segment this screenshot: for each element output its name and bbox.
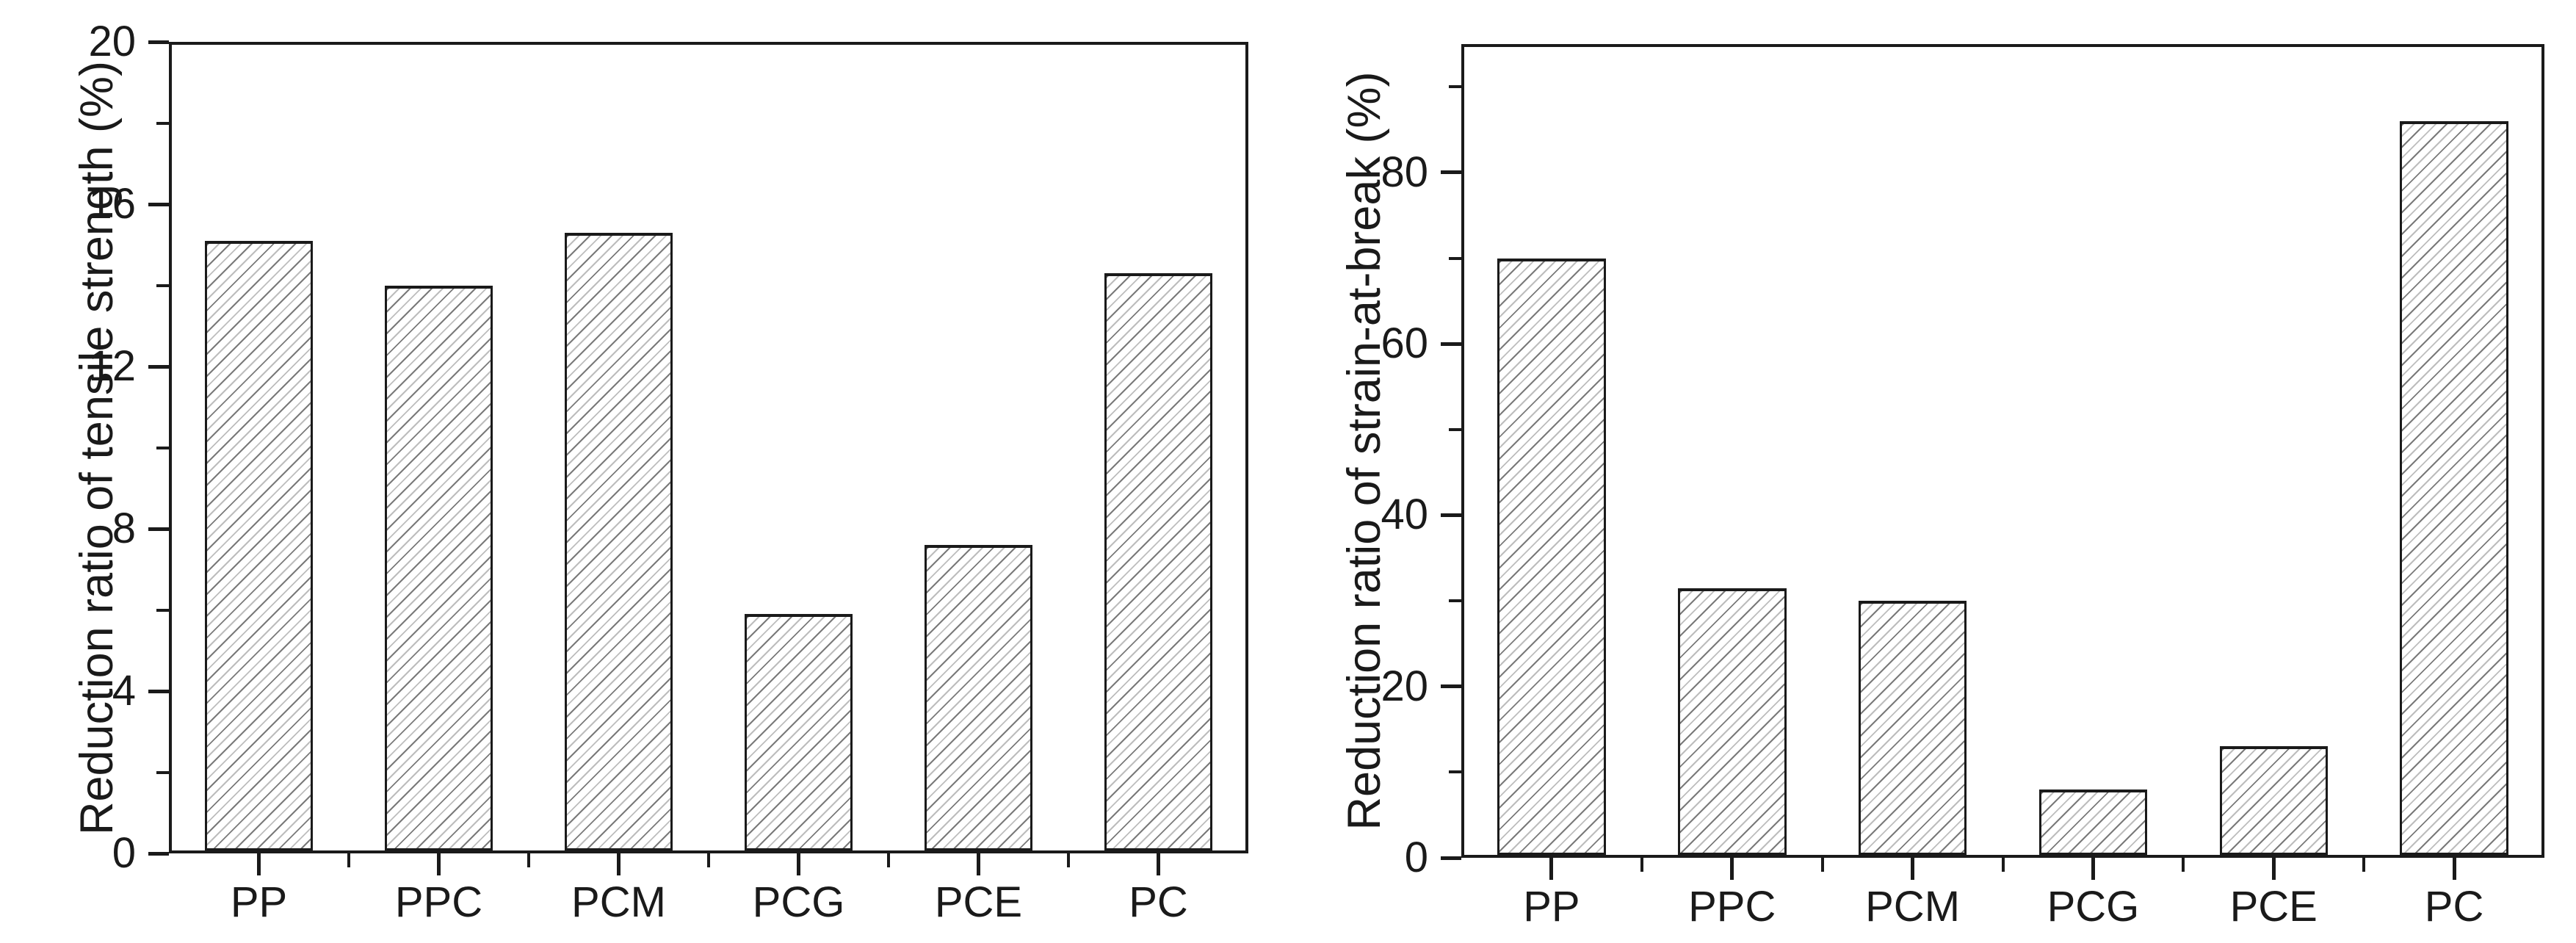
y-minor-tick — [1449, 85, 1461, 89]
x-major-tick — [1549, 858, 1554, 880]
bar-pcm — [565, 232, 673, 850]
y-major-tick — [1441, 342, 1461, 346]
x-minor-tick — [1067, 853, 1070, 867]
x-category-label: PP — [230, 878, 288, 926]
y-minor-tick — [1449, 256, 1461, 260]
x-major-tick — [437, 853, 441, 875]
x-major-tick — [977, 853, 980, 875]
y-major-tick — [1441, 856, 1461, 860]
x-category-label: PCM — [1865, 883, 1961, 931]
bar-ppc — [385, 285, 493, 850]
y-minor-tick — [1449, 770, 1461, 774]
x-minor-tick — [527, 853, 530, 867]
x-major-tick — [617, 853, 621, 875]
x-category-label: PP — [1523, 883, 1580, 931]
y-minor-tick — [1449, 599, 1461, 603]
y-minor-tick — [156, 446, 169, 449]
y-minor-tick — [156, 121, 169, 125]
y-tick-label: 80 — [1381, 148, 1428, 196]
bar-ppc — [1678, 588, 1787, 855]
x-category-label: PPC — [394, 878, 483, 926]
x-major-tick — [2091, 858, 2095, 880]
x-minor-tick — [2182, 858, 2185, 872]
y-tick-label: 60 — [1381, 319, 1428, 368]
y-minor-tick — [156, 283, 169, 287]
bar-pp — [205, 240, 313, 850]
x-minor-tick — [2001, 858, 2005, 872]
y-major-tick — [148, 851, 169, 856]
y-tick-label: 8 — [112, 505, 136, 552]
y-tick-label: 12 — [88, 342, 136, 390]
x-category-label: PCG — [2047, 883, 2140, 931]
x-category-label: PCG — [752, 878, 845, 926]
bar-pcm — [1858, 601, 1967, 855]
x-minor-tick — [887, 853, 890, 867]
x-category-label: PCM — [571, 878, 666, 926]
x-major-tick — [2452, 858, 2456, 880]
x-major-tick — [2271, 858, 2276, 880]
y-major-tick — [148, 364, 169, 369]
bar-pc — [1104, 272, 1212, 850]
y-tick-label: 20 — [88, 18, 136, 65]
y-major-tick — [148, 689, 169, 693]
x-minor-tick — [1640, 858, 1643, 872]
y-tick-label: 0 — [112, 829, 136, 877]
bar-pce — [2219, 746, 2328, 855]
y-major-tick — [1441, 684, 1461, 689]
x-minor-tick — [2362, 858, 2366, 872]
bar-pce — [925, 545, 1032, 850]
y-axis-title: Reduction ratio of strain-at-break (%) — [1339, 71, 1390, 831]
y-tick-label: 40 — [1381, 491, 1428, 539]
x-minor-tick — [347, 853, 350, 867]
plot-area — [169, 42, 1248, 853]
y-minor-tick — [156, 770, 169, 774]
y-tick-label: 16 — [88, 180, 136, 228]
x-category-label: PCE — [2229, 883, 2318, 931]
x-category-label: PC — [2424, 883, 2484, 931]
x-major-tick — [1730, 858, 1734, 880]
x-major-tick — [797, 853, 800, 875]
x-major-tick — [1911, 858, 1915, 880]
y-tick-label: 20 — [1381, 662, 1428, 710]
y-major-tick — [148, 527, 169, 531]
y-major-tick — [148, 40, 169, 44]
x-major-tick — [257, 853, 261, 875]
y-minor-tick — [156, 608, 169, 612]
bar-pc — [2400, 120, 2508, 855]
y-major-tick — [148, 202, 169, 206]
x-category-label: PCE — [934, 878, 1023, 926]
y-tick-label: 4 — [112, 667, 136, 715]
x-category-label: PC — [1129, 878, 1188, 926]
y-minor-tick — [1449, 427, 1461, 431]
bar-pp — [1497, 258, 1606, 855]
x-major-tick — [1157, 853, 1160, 875]
x-minor-tick — [1820, 858, 1824, 872]
plot-area — [1461, 44, 2544, 858]
y-major-tick — [1441, 170, 1461, 175]
x-minor-tick — [707, 853, 710, 867]
bar-pcg — [2038, 789, 2148, 855]
bar-pcg — [745, 614, 853, 850]
y-major-tick — [1441, 513, 1461, 517]
y-tick-label: 0 — [1404, 834, 1428, 881]
x-category-label: PPC — [1688, 883, 1776, 931]
